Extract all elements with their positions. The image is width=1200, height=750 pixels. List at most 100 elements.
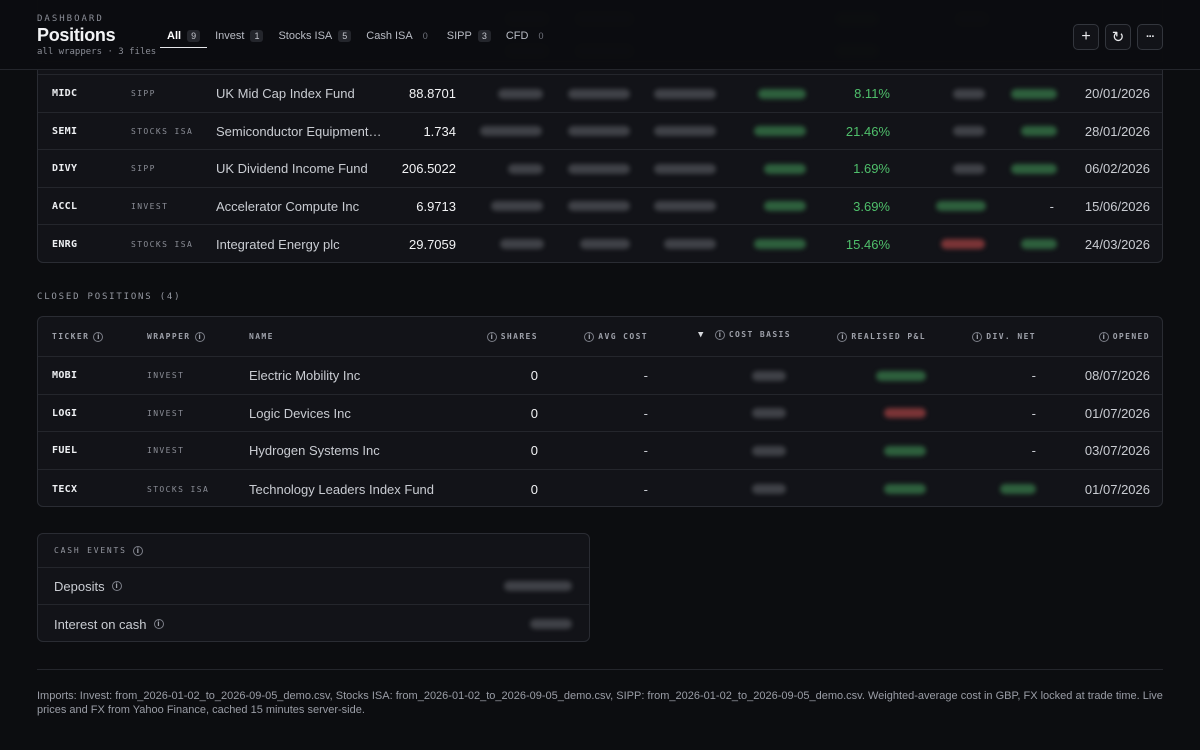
info-icon[interactable]: i xyxy=(486,331,497,342)
tab-stocks-isa[interactable]: Stocks ISA 5 xyxy=(271,24,358,48)
opened-date: 20/01/2026 xyxy=(1084,86,1150,101)
info-icon[interactable]: i xyxy=(714,329,725,340)
shares: 1.734 xyxy=(423,123,456,139)
tab-cash-isa[interactable]: Cash ISA 0 xyxy=(359,24,438,48)
hidden-value xyxy=(876,357,926,394)
position-name: Logic Devices Inc xyxy=(249,405,351,421)
tab-sipp[interactable]: SIPP 3 xyxy=(440,24,498,48)
tab-count: 5 xyxy=(338,30,352,42)
import-notes: Imports: Invest: from_2026-01-02_to_2026… xyxy=(37,690,1163,716)
page-subtitle: all wrappers · 3 files xyxy=(37,47,157,57)
column-label: COST BASIS xyxy=(728,330,791,339)
column-header-cost-basis[interactable]: ▼ i COST BASIS xyxy=(698,317,791,354)
position-name: Electric Mobility Inc xyxy=(249,368,361,383)
table-row[interactable]: FUEL INVEST Hydrogen Systems Inc 0 - - 0… xyxy=(38,432,1162,470)
column-label: WRAPPER xyxy=(147,332,191,341)
opened-date: 24/03/2026 xyxy=(1084,236,1150,252)
ticker: ACCL xyxy=(52,200,78,212)
table-row[interactable]: LOGI INVEST Logic Devices Inc 0 - - 01/0… xyxy=(38,395,1162,432)
column-label: NAME xyxy=(249,332,274,341)
open-positions-table: MIDC SIPP UK Mid Cap Index Fund 88.8701 … xyxy=(37,70,1163,263)
pnl-percent: 21.46% xyxy=(845,123,890,139)
tab-count: 9 xyxy=(187,29,201,42)
info-icon[interactable]: i xyxy=(584,331,595,342)
column-label: AVG COST xyxy=(598,332,648,341)
refresh-icon: ↻ xyxy=(1111,28,1125,46)
tab-count: 0 xyxy=(422,31,428,41)
position-name: Accelerator Compute Inc xyxy=(216,198,360,214)
info-icon[interactable]: i xyxy=(194,331,205,342)
hidden-value xyxy=(568,188,630,224)
info-icon[interactable]: i xyxy=(972,331,983,342)
hidden-value xyxy=(654,75,716,112)
shares: 88.8701 xyxy=(409,86,456,101)
tab-invest[interactable]: Invest 1 xyxy=(208,24,270,48)
column-header-div-net[interactable]: i DIV. NET xyxy=(958,317,1036,356)
info-icon[interactable]: i xyxy=(837,331,848,342)
ticker: FUEL xyxy=(52,445,78,456)
wrapper: INVEST xyxy=(147,371,185,380)
closed-positions-heading: CLOSED POSITIONS (4) xyxy=(37,292,182,302)
more-icon: ··· xyxy=(1146,30,1155,43)
opened-date: 28/01/2026 xyxy=(1084,123,1150,139)
hidden-value xyxy=(936,188,986,224)
info-icon[interactable]: i xyxy=(153,619,164,629)
column-header-name[interactable]: NAME xyxy=(249,317,274,356)
cash-events-card: CASH EVENTS i Deposits i Interest on cash i xyxy=(37,533,590,642)
cash-event-row[interactable]: Deposits i xyxy=(38,568,589,605)
tab-cfd[interactable]: CFD 0 xyxy=(499,24,555,48)
hidden-value xyxy=(1011,150,1057,187)
hidden-value xyxy=(664,225,716,262)
refresh-button[interactable]: ↻ xyxy=(1105,24,1131,50)
column-header-shares[interactable]: i SHARES xyxy=(468,317,538,356)
table-row[interactable]: MIDC SIPP UK Mid Cap Index Fund 88.8701 … xyxy=(38,75,1162,113)
table-row[interactable]: TECX STOCKS ISA Technology Leaders Index… xyxy=(38,470,1162,506)
hidden-value xyxy=(480,113,542,149)
hidden-value xyxy=(504,568,572,604)
table-row[interactable]: ENRG STOCKS ISA Integrated Energy plc 29… xyxy=(38,225,1162,262)
table-row[interactable]: SEMI STOCKS ISA Semiconductor Equipment…… xyxy=(38,113,1162,150)
table-row-edge xyxy=(38,70,1162,75)
ticker: ENRG xyxy=(52,238,78,250)
position-name: UK Mid Cap Index Fund xyxy=(216,86,355,101)
shares: 206.5022 xyxy=(401,161,456,176)
plus-icon: + xyxy=(1081,28,1091,45)
table-row[interactable]: MOBI INVEST Electric Mobility Inc 0 - - … xyxy=(38,357,1162,395)
tab-all[interactable]: All 9 xyxy=(160,24,208,48)
opened-date: 03/07/2026 xyxy=(1084,443,1150,458)
pnl-percent: 3.69% xyxy=(853,198,890,214)
cash-event-row[interactable]: Interest on cash i xyxy=(38,605,589,641)
tab-label: All xyxy=(167,29,182,42)
cash-event-label: Interest on cash xyxy=(54,616,147,632)
hidden-value xyxy=(654,113,716,149)
hidden-value xyxy=(754,225,806,262)
hidden-value xyxy=(654,150,716,187)
hidden-value xyxy=(884,432,926,469)
shares: 29.7059 xyxy=(409,236,456,252)
add-button[interactable]: + xyxy=(1073,24,1099,50)
shares: 0 xyxy=(530,443,538,458)
table-row[interactable]: ACCL INVEST Accelerator Compute Inc 6.97… xyxy=(38,188,1162,225)
column-header-ticker[interactable]: TICKER i xyxy=(52,317,107,356)
info-icon[interactable]: i xyxy=(1098,331,1109,342)
hidden-value xyxy=(941,225,985,262)
hidden-value xyxy=(953,113,985,149)
opened-date: 06/02/2026 xyxy=(1084,161,1150,176)
info-icon[interactable]: i xyxy=(111,581,122,591)
column-header-realised-pnl[interactable]: i REALISED P&L xyxy=(818,317,926,356)
info-icon[interactable]: i xyxy=(132,545,143,556)
info-icon[interactable]: i xyxy=(93,331,104,342)
table-row[interactable]: DIVY SIPP UK Dividend Income Fund 206.50… xyxy=(38,150,1162,188)
column-header-wrapper[interactable]: WRAPPER i xyxy=(147,317,209,356)
hidden-value xyxy=(1000,470,1036,506)
tab-label: Invest xyxy=(215,30,245,42)
pnl-percent: 8.11% xyxy=(854,86,890,101)
wrapper: SIPP xyxy=(131,164,156,173)
column-header-avg-cost[interactable]: i AVG COST xyxy=(568,317,648,356)
column-label: OPENED xyxy=(1112,332,1150,341)
wrapper: STOCKS ISA xyxy=(131,126,194,136)
more-button[interactable]: ··· xyxy=(1137,24,1163,50)
ticker: TECX xyxy=(52,483,78,495)
column-header-opened[interactable]: i OPENED xyxy=(1068,317,1150,356)
tab-count: 3 xyxy=(477,30,491,42)
